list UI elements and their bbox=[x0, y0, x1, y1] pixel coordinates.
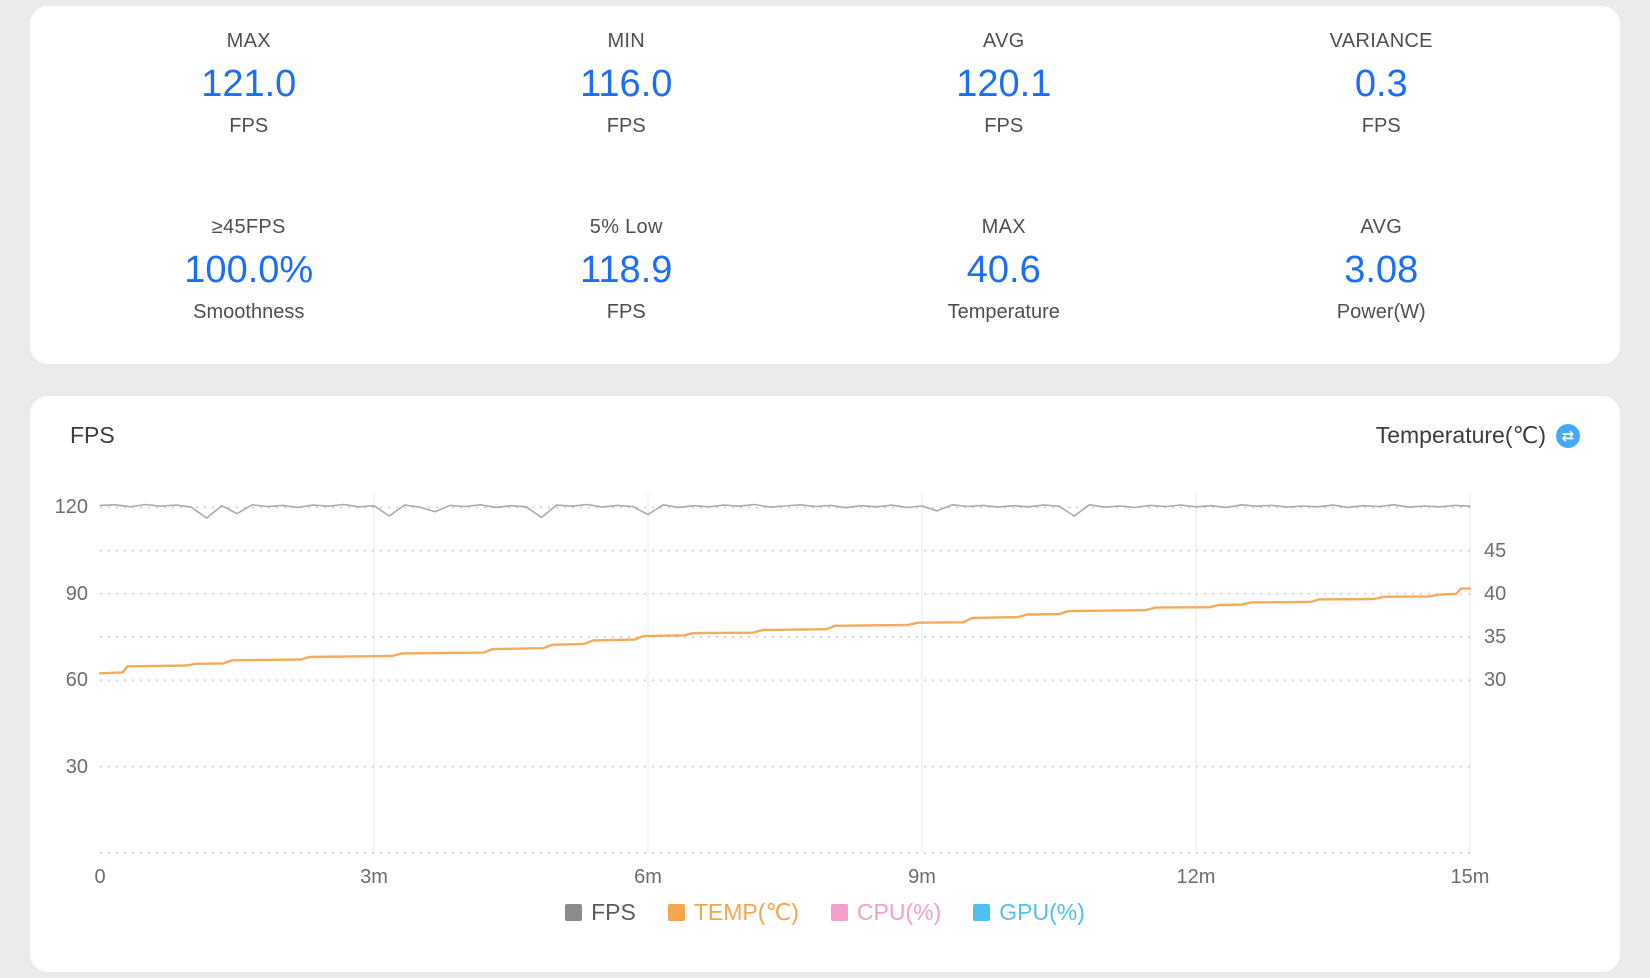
legend-label: TEMP(℃) bbox=[693, 899, 799, 925]
y-axis-tick-right: 30 bbox=[1484, 669, 1507, 692]
legend-label: FPS bbox=[591, 899, 636, 925]
right-axis-title: Temperature(℃) bbox=[1375, 422, 1546, 448]
x-axis-tick: 0 bbox=[94, 866, 106, 888]
legend-item-gpu[interactable]: GPU(%) bbox=[973, 899, 1085, 926]
stat-temperature-max: MAX 40.6 Temperature bbox=[815, 216, 1193, 324]
chart-plot-area[interactable]: 120 90 60 30 45 40 35 30 0 3m 6m 9m 12m 15m bbox=[55, 493, 1506, 887]
stat-label: ≥45FPS bbox=[211, 216, 286, 238]
stat-label: AVG bbox=[982, 30, 1025, 52]
legend-item-fps[interactable]: FPS bbox=[565, 899, 636, 926]
stat-fps-variance: VARIANCE 0.3 FPS bbox=[1193, 30, 1571, 138]
swap-axes-icon[interactable]: ⇄ bbox=[1556, 423, 1580, 448]
stat-unit: FPS bbox=[606, 301, 646, 323]
temp-swatch-icon bbox=[667, 904, 685, 921]
gpu-swatch-icon bbox=[973, 904, 991, 921]
y-axis-tick-left: 30 bbox=[65, 755, 88, 778]
y-axis-tick-left: 90 bbox=[65, 582, 88, 605]
x-axis-tick: 12m bbox=[1176, 866, 1216, 888]
cpu-swatch-icon bbox=[830, 904, 848, 921]
legend-item-temp[interactable]: TEMP(℃) bbox=[667, 899, 799, 926]
stat-5pct-low: 5% Low 118.9 FPS bbox=[438, 216, 816, 324]
y-axis-tick-right: 35 bbox=[1484, 626, 1507, 648]
line-chart-svg[interactable] bbox=[98, 493, 1472, 854]
chart-legend: FPS TEMP(℃) CPU(%) GPU(%) bbox=[70, 899, 1580, 926]
fps-swatch-icon bbox=[565, 904, 583, 921]
stat-fps-max: MAX 121.0 FPS bbox=[60, 30, 438, 138]
right-axis-title-group: Temperature(℃) ⇄ bbox=[1376, 422, 1580, 449]
stat-value: 3.08 bbox=[1344, 249, 1419, 291]
chart-header: FPS Temperature(℃) ⇄ bbox=[70, 422, 1580, 449]
gridlines bbox=[100, 493, 1471, 854]
summary-stats-card: MAX 121.0 FPS MIN 116.0 FPS AVG 120.1 FP… bbox=[30, 6, 1620, 364]
stat-unit: FPS bbox=[229, 115, 269, 137]
stat-value: 40.6 bbox=[966, 249, 1041, 291]
y-axis-tick-left: 60 bbox=[65, 669, 88, 692]
legend-label: CPU(%) bbox=[856, 899, 942, 925]
legend-item-cpu[interactable]: CPU(%) bbox=[830, 899, 942, 926]
stat-unit: Power(W) bbox=[1336, 301, 1426, 323]
x-axis-tick: 9m bbox=[908, 866, 936, 888]
legend-label: GPU(%) bbox=[999, 899, 1085, 925]
stat-label: MIN bbox=[607, 30, 646, 52]
fps-line bbox=[99, 503, 1471, 519]
stat-power-avg: AVG 3.08 Power(W) bbox=[1193, 216, 1571, 324]
stat-unit: FPS bbox=[606, 115, 646, 137]
stat-unit: Temperature bbox=[947, 301, 1060, 323]
stat-value: 100.0% bbox=[184, 249, 314, 291]
stat-value: 0.3 bbox=[1354, 63, 1408, 105]
stat-label: VARIANCE bbox=[1329, 30, 1433, 52]
performance-chart-card: FPS Temperature(℃) ⇄ 120 90 60 30 45 40 35 30 0 3… bbox=[30, 396, 1620, 972]
stat-value: 116.0 bbox=[580, 63, 673, 105]
left-axis-title: FPS bbox=[70, 422, 115, 448]
x-axis-tick: 6m bbox=[634, 866, 662, 888]
stat-unit: Smoothness bbox=[193, 301, 305, 323]
x-axis-tick: 15m bbox=[1450, 866, 1490, 888]
stat-fps-avg: AVG 120.1 FPS bbox=[815, 30, 1193, 138]
temp-line bbox=[98, 587, 1472, 675]
stat-value: 118.9 bbox=[580, 249, 673, 291]
y-axis-tick-right: 40 bbox=[1484, 582, 1507, 605]
stat-unit: FPS bbox=[1361, 115, 1401, 137]
stat-value: 120.1 bbox=[956, 63, 1052, 105]
y-axis-tick-right: 45 bbox=[1484, 539, 1507, 562]
stat-label: 5% Low bbox=[589, 216, 663, 238]
stat-label: AVG bbox=[1360, 216, 1403, 238]
stat-value: 121.0 bbox=[201, 63, 297, 105]
stat-smoothness: ≥45FPS 100.0% Smoothness bbox=[60, 216, 438, 324]
stats-grid: MAX 121.0 FPS MIN 116.0 FPS AVG 120.1 FP… bbox=[60, 30, 1570, 324]
stat-unit: FPS bbox=[984, 115, 1024, 137]
stat-fps-min: MIN 116.0 FPS bbox=[438, 30, 816, 138]
y-axis-tick-left: 120 bbox=[54, 496, 88, 519]
stat-label: MAX bbox=[226, 30, 271, 52]
stat-label: MAX bbox=[981, 216, 1026, 238]
x-axis-tick: 3m bbox=[360, 866, 388, 888]
